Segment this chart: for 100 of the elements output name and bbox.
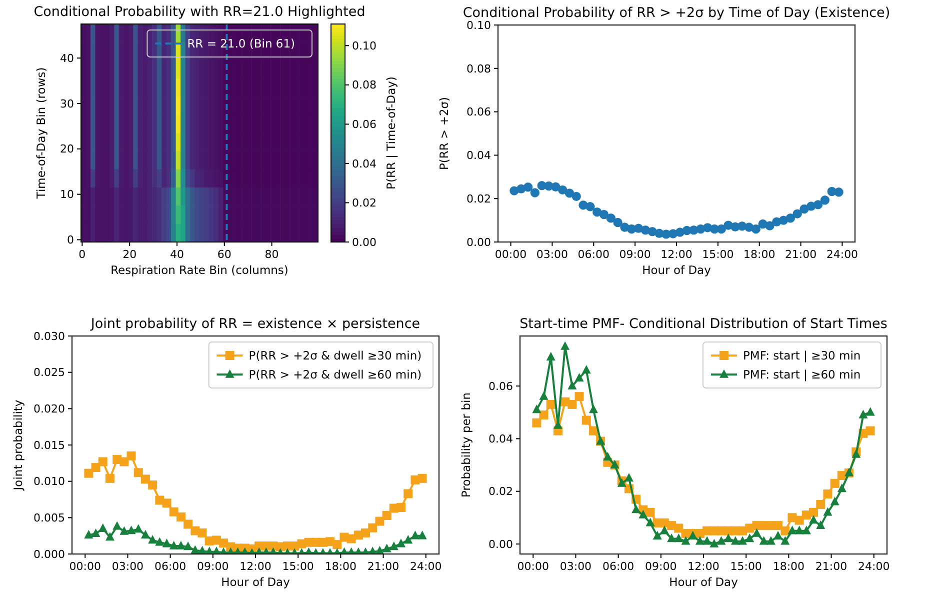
y-tick-label: 0.00 [488, 538, 513, 551]
y-tick-label: 0.030 [34, 330, 65, 343]
x-tick-label: 80 [264, 248, 279, 261]
point [572, 192, 581, 202]
point [716, 536, 726, 545]
point [418, 474, 427, 483]
legend: RR = 21.0 (Bin 61) [146, 30, 312, 58]
point [546, 352, 556, 360]
x-axis-title: Hour of Day [221, 575, 290, 589]
point [738, 536, 748, 545]
point [774, 521, 783, 530]
y-tick-label: 0.04 [488, 432, 513, 446]
color-bar-label: 0.06 [352, 118, 376, 132]
y-tick-label: 10 [60, 188, 74, 202]
point [84, 468, 94, 478]
point [546, 400, 556, 409]
point [140, 474, 150, 484]
point [816, 520, 826, 529]
point [792, 209, 802, 218]
point [759, 536, 768, 545]
point [184, 520, 193, 529]
x-tick-label: 03:00 [560, 560, 592, 573]
point [162, 538, 172, 548]
y-tick-label: 0.025 [34, 366, 65, 380]
point [134, 524, 143, 533]
point [588, 426, 598, 436]
point [375, 516, 384, 526]
point [404, 489, 413, 498]
point [816, 500, 826, 509]
chart-title: Conditional Probability of RR > +2σ by Time of Day (Existence) [462, 5, 890, 21]
y-tick-label: 0.00 [466, 236, 491, 249]
point [539, 410, 548, 420]
point [120, 526, 129, 535]
point [105, 532, 114, 541]
x-tick-label: 12:00 [688, 560, 720, 573]
point [800, 204, 809, 214]
point [788, 526, 797, 534]
color-bar-label: 0.02 [352, 196, 376, 210]
point [823, 489, 832, 498]
point [582, 416, 591, 425]
x-tick-label: 09:00 [645, 560, 677, 573]
point [681, 536, 690, 545]
x-tick-label: 15:00 [282, 560, 314, 573]
x-tick-label: 18:00 [744, 248, 776, 261]
point [169, 540, 178, 550]
legend-label: P(RR > +2σ & dwell ≥60 min) [248, 368, 422, 382]
x-tick-label: 15:00 [730, 560, 762, 573]
point [674, 524, 684, 533]
point [169, 507, 178, 516]
x-tick-label: 24:00 [826, 248, 858, 261]
point [558, 185, 568, 195]
point [802, 526, 811, 534]
point [765, 221, 774, 230]
x-tick-label: 21:00 [784, 248, 817, 261]
point [809, 508, 818, 517]
point [91, 528, 100, 538]
y-axis-title: Time-of-Day Bin (rows) [34, 67, 48, 200]
y-tick-label: 0.020 [34, 402, 65, 416]
point [830, 478, 840, 488]
y-axis-title: Probability per bin [459, 392, 473, 498]
point [84, 530, 94, 538]
point [396, 538, 406, 548]
y-tick-label: 0.000 [34, 548, 65, 561]
x-axis-title: Hour of Day [669, 575, 738, 589]
point [603, 452, 612, 460]
y-tick-label: 0.005 [34, 512, 65, 525]
x-tick-label: 09:00 [619, 248, 651, 261]
point [105, 474, 114, 483]
point [176, 540, 186, 550]
point [624, 473, 634, 482]
point [120, 457, 129, 466]
y-tick-label: 0.04 [466, 149, 491, 162]
point [410, 530, 420, 540]
point [126, 526, 136, 534]
x-tick-label: 00:00 [69, 560, 101, 573]
point [148, 535, 158, 544]
x-tick-label: 18:00 [324, 560, 357, 573]
point [794, 526, 804, 534]
point [667, 534, 676, 542]
x-tick-label: 21:00 [367, 560, 400, 573]
point [382, 510, 392, 520]
point [766, 536, 776, 545]
point [866, 407, 875, 416]
x-tick-label: 15:00 [702, 248, 734, 261]
point [126, 451, 136, 460]
chart-title: Conditional Probability with RR=21.0 Highlighted [34, 4, 366, 20]
point [752, 528, 762, 537]
point [652, 530, 662, 540]
point [716, 224, 726, 234]
x-tick-label: 00:00 [494, 248, 527, 261]
point [588, 404, 598, 414]
point [586, 202, 595, 212]
point [134, 468, 143, 478]
color-bar-label: 0.08 [352, 78, 376, 92]
point [830, 496, 840, 506]
point [551, 182, 560, 192]
y-tick-label: 0.02 [466, 192, 491, 206]
point [148, 480, 158, 490]
y-tick-label: 0.10 [466, 18, 491, 32]
ref-line-label: RR = 21.0 (Bin 61) [187, 36, 296, 51]
